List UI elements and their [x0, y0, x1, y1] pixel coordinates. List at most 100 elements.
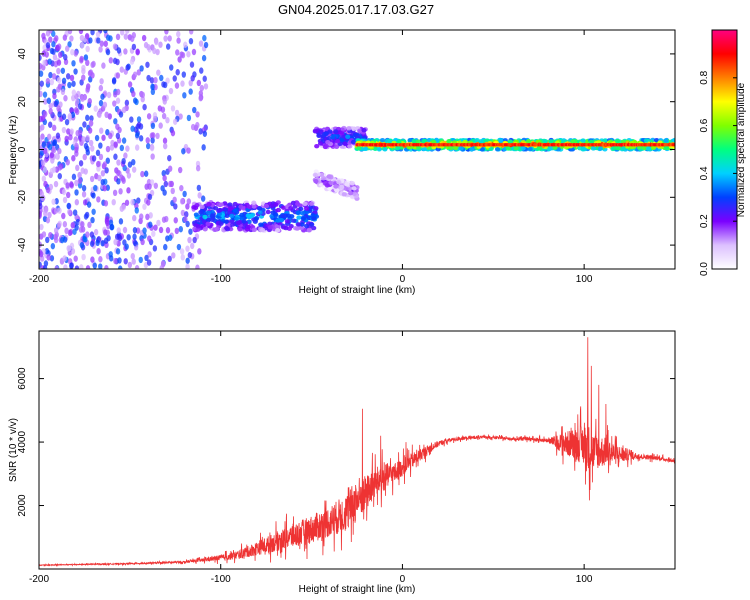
heatmap-cell: [302, 201, 308, 207]
heatmap-cell: [139, 213, 144, 220]
heatmap-cell: [39, 223, 44, 231]
heatmap-cell: [494, 147, 501, 152]
spectrogram-y-tick-label: -40: [17, 237, 28, 252]
heatmap-cell: [54, 265, 59, 269]
heatmap-cell: [458, 146, 464, 151]
heatmap-cell: [179, 184, 184, 192]
heatmap-cell: [61, 212, 66, 220]
heatmap-cell: [82, 199, 88, 206]
heatmap-cell: [251, 227, 257, 233]
heatmap-cell: [118, 265, 123, 269]
heatmap-cell: [192, 236, 197, 244]
heatmap-cell: [65, 73, 71, 80]
heatmap-cell: [48, 108, 53, 115]
heatmap-cell: [597, 146, 604, 151]
colorbar-tick-label: 0.4: [699, 166, 710, 180]
heatmap-cell: [115, 248, 121, 255]
heatmap-cell: [67, 208, 72, 216]
heatmap-cell: [345, 134, 351, 139]
heatmap-cell: [113, 257, 118, 265]
heatmap-cell: [270, 210, 276, 215]
heatmap-cell: [106, 91, 112, 99]
heatmap-cell: [149, 144, 155, 152]
heatmap-cell: [81, 136, 86, 143]
heatmap-cell: [42, 91, 48, 98]
heatmap-cell: [97, 174, 102, 182]
heatmap-cell: [73, 255, 78, 262]
heatmap-cell: [248, 213, 254, 219]
heatmap-cell: [98, 142, 103, 149]
heatmap-cell: [351, 186, 357, 191]
heatmap-cell: [77, 171, 82, 179]
heatmap-cell: [71, 80, 76, 87]
heatmap-cell: [223, 207, 229, 212]
heatmap-cell: [78, 226, 84, 233]
heatmap-cell: [81, 184, 87, 192]
heatmap-cell: [46, 133, 52, 141]
heatmap-cell: [100, 170, 106, 177]
heatmap-cell: [198, 90, 204, 97]
snr-x-tick-label: -200: [29, 574, 49, 585]
heatmap-cell: [146, 74, 151, 82]
heatmap-cell: [311, 225, 317, 231]
heatmap-cell: [323, 131, 329, 136]
heatmap-cell: [175, 49, 180, 56]
heatmap-cell: [526, 139, 532, 144]
heatmap-cell: [201, 54, 207, 62]
heatmap-cell: [643, 138, 650, 143]
heatmap-cell: [103, 237, 109, 244]
heatmap-cell: [60, 67, 66, 74]
heatmap-cell: [122, 226, 128, 234]
heatmap-cell: [42, 110, 48, 118]
heatmap-cell: [641, 145, 648, 151]
heatmap-cell: [202, 130, 208, 137]
heatmap-cell: [39, 125, 43, 133]
heatmap-cell: [158, 226, 164, 234]
heatmap-cell: [89, 175, 95, 183]
heatmap-cell: [39, 80, 44, 87]
heatmap-cell: [84, 211, 90, 219]
heatmap-cell: [251, 204, 257, 209]
heatmap-cell: [123, 152, 128, 159]
heatmap-cell: [149, 179, 155, 186]
heatmap-cell: [161, 170, 166, 177]
heatmap-cell: [75, 98, 80, 105]
heatmap-cell: [275, 207, 281, 213]
heatmap-cell: [42, 147, 48, 155]
heatmap-cell: [69, 128, 74, 135]
heatmap-cell: [162, 137, 168, 144]
heatmap-cell: [146, 44, 151, 51]
heatmap-cell: [85, 114, 90, 122]
heatmap-cell: [188, 88, 193, 95]
heatmap-cell: [156, 219, 161, 227]
heatmap-cell: [154, 38, 159, 46]
heatmap-cell: [173, 217, 178, 224]
heatmap-cell: [70, 248, 76, 255]
heatmap-cell: [142, 227, 147, 234]
heatmap-cell: [184, 211, 189, 218]
heatmap-cell: [52, 139, 58, 146]
heatmap-cell: [136, 69, 141, 76]
heatmap-cell: [306, 227, 312, 233]
heatmap-cell: [507, 139, 514, 144]
heatmap-cell: [335, 139, 341, 144]
heatmap-cell: [75, 164, 80, 172]
heatmap-cell: [113, 118, 118, 125]
heatmap-cell: [79, 55, 84, 63]
heatmap-cell: [295, 222, 301, 227]
heatmap-cell: [479, 147, 485, 152]
heatmap-cell: [151, 230, 156, 237]
heatmap-cell: [60, 236, 65, 244]
heatmap-cell: [328, 174, 334, 180]
snr-y-axis-label: SNR (10 * v/v): [8, 418, 19, 482]
heatmap-cell: [85, 145, 90, 152]
heatmap-cell: [138, 135, 144, 142]
heatmap-cell: [57, 147, 62, 155]
heatmap-cell: [65, 45, 70, 52]
heatmap-cell: [80, 221, 85, 228]
heatmap-cell: [104, 215, 110, 223]
heatmap-cell: [115, 123, 120, 130]
heatmap-cell: [143, 170, 149, 177]
heatmap-cell: [48, 231, 53, 239]
